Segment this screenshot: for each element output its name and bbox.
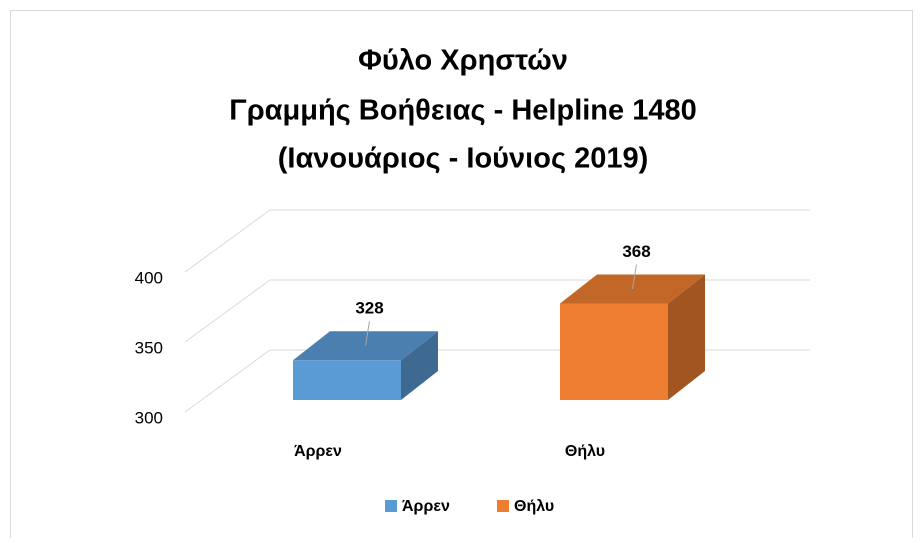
chart-frame xyxy=(10,10,913,543)
bar xyxy=(293,360,401,400)
chart-title: (Ιανουάριος - Ιούνιος 2019) xyxy=(278,143,649,175)
legend-swatch xyxy=(497,500,509,512)
bar-side xyxy=(668,274,705,400)
y-tick-label: 300 xyxy=(135,408,163,427)
leader-line xyxy=(365,321,370,346)
chart-title: Φύλο Χρηστών xyxy=(358,45,568,77)
y-tick-label: 400 xyxy=(135,268,163,287)
data-label: 328 xyxy=(355,299,383,318)
data-label: 368 xyxy=(622,242,650,261)
x-tick-label: Θήλυ xyxy=(565,443,605,460)
legend-label: Άρρεν xyxy=(402,498,450,515)
bar xyxy=(560,303,668,400)
leader-line xyxy=(632,264,637,290)
bar-side xyxy=(401,331,438,400)
legend-label: Θήλυ xyxy=(514,498,554,515)
grid-line xyxy=(184,209,810,273)
x-tick-label: Άρρεν xyxy=(294,443,342,460)
chart-title: Γραμμής Βοήθειας - Helpline 1480 xyxy=(229,95,696,127)
y-tick-label: 350 xyxy=(135,338,163,357)
legend-swatch xyxy=(385,500,397,512)
